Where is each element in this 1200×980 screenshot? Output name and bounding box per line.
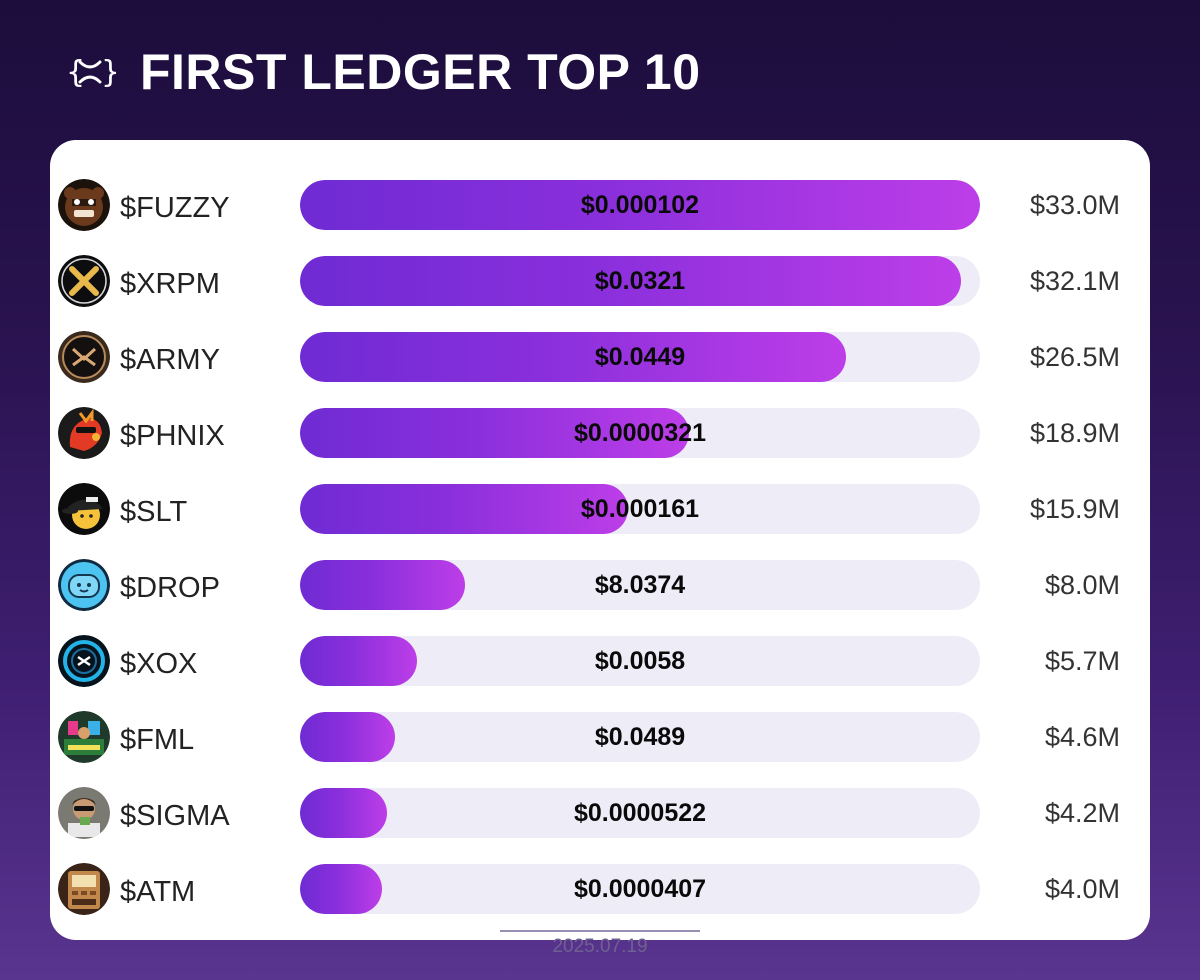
bar-atm [300,864,383,914]
price-label: $8.0374 [594,571,686,599]
phnix-bird-avatar-icon [58,407,110,459]
market-cap-label: $4.6M [1044,722,1120,752]
bar-phnix [300,408,690,458]
bar-track [300,864,980,914]
token-label: $ARMY [120,344,220,376]
slt-cap-avatar-icon [58,483,110,535]
leaderboard-row: $SIGMA $0.0000522 $4.2M [50,787,1150,839]
footer-divider [500,930,700,932]
price-label: $0.0000522 [573,799,707,827]
price-label: $0.0449 [594,343,686,371]
fml-florida-avatar-icon [58,711,110,763]
price-label: $0.0000321 [573,419,707,447]
bar-drop [300,560,465,610]
bar-track [300,332,980,382]
token-label: $XRPM [120,268,220,300]
leaderboard-row: $ATM $0.0000407 $4.0M [50,863,1150,915]
market-cap-label: $18.9M [1029,418,1120,448]
xrpm-x-avatar-icon [58,255,110,307]
token-label: $FUZZY [120,192,230,224]
market-cap-label: $4.2M [1044,798,1120,828]
token-label: $FML [120,724,195,756]
bar-xrpm [300,256,962,306]
leaderboard-row: $PHNIX $0.0000321 $18.9M [50,407,1150,459]
xrp-curly-logo-icon: { } [64,52,116,92]
leaderboard-row: $SLT $0.000161 $15.9M [50,483,1150,535]
fuzzy-bear-avatar-icon [58,179,110,231]
price-label: $0.0000407 [573,875,707,903]
bar-slt [300,484,628,534]
market-cap-label: $33.0M [1029,190,1120,220]
leaderboard-row: $FML $0.0489 $4.6M [50,711,1150,763]
price-label: $0.0489 [594,723,686,751]
price-label: $0.000161 [580,495,700,523]
bar-track [300,712,980,762]
market-cap-label: $8.0M [1044,570,1120,600]
xox-ring-avatar-icon [58,635,110,687]
market-cap-label: $15.9M [1029,494,1120,524]
bar-fml [300,712,395,762]
leaderboard-row: $XOX $0.0058 $5.7M [50,635,1150,687]
price-label: $0.0321 [594,267,686,295]
token-label: $XOX [120,648,198,680]
leaderboard-row: $ARMY $0.0449 $26.5M [50,331,1150,383]
bar-army [300,332,847,382]
footer-date: 2025.07.19 [552,936,648,957]
market-cap-label: $32.1M [1029,266,1120,296]
price-label: $0.000102 [580,191,700,219]
bar-track [300,256,980,306]
bar-track [300,484,980,534]
bar-track [300,636,980,686]
leaderboard-card: $FUZZY $0.000102 $33.0M $XRPM $0.0321 $32.1M $… [50,140,1150,940]
bar-track [300,408,980,458]
svg-text:}: } [101,55,116,90]
leaderboard-row: $DROP $8.0374 $8.0M [50,559,1150,611]
leaderboard-row: $FUZZY $0.000102 $33.0M [50,179,1150,231]
bar-track [300,560,980,610]
market-cap-label: $4.0M [1044,874,1120,904]
sigma-man-avatar-icon [58,787,110,839]
market-cap-label: $26.5M [1029,342,1120,372]
drop-blob-avatar-icon [58,559,110,611]
token-label: $PHNIX [120,420,225,452]
atm-machine-avatar-icon [58,863,110,915]
svg-text:{: { [66,55,85,90]
market-cap-label: $5.7M [1044,646,1120,676]
token-label: $SIGMA [120,800,230,832]
page-title: FIRST LEDGER TOP 10 [140,44,701,100]
bar-sigma [300,788,387,838]
army-emblem-avatar-icon [58,331,110,383]
token-label: $SLT [120,496,188,528]
bar-track [300,788,980,838]
bar-fuzzy [300,180,980,230]
bar-xox [300,636,418,686]
leaderboard-row: $XRPM $0.0321 $32.1M [50,255,1150,307]
token-label: $ATM [120,876,196,908]
header: { } FIRST LEDGER TOP 10 [64,40,701,104]
bar-track [300,180,980,230]
price-label: $0.0058 [594,647,686,675]
token-label: $DROP [120,572,220,604]
